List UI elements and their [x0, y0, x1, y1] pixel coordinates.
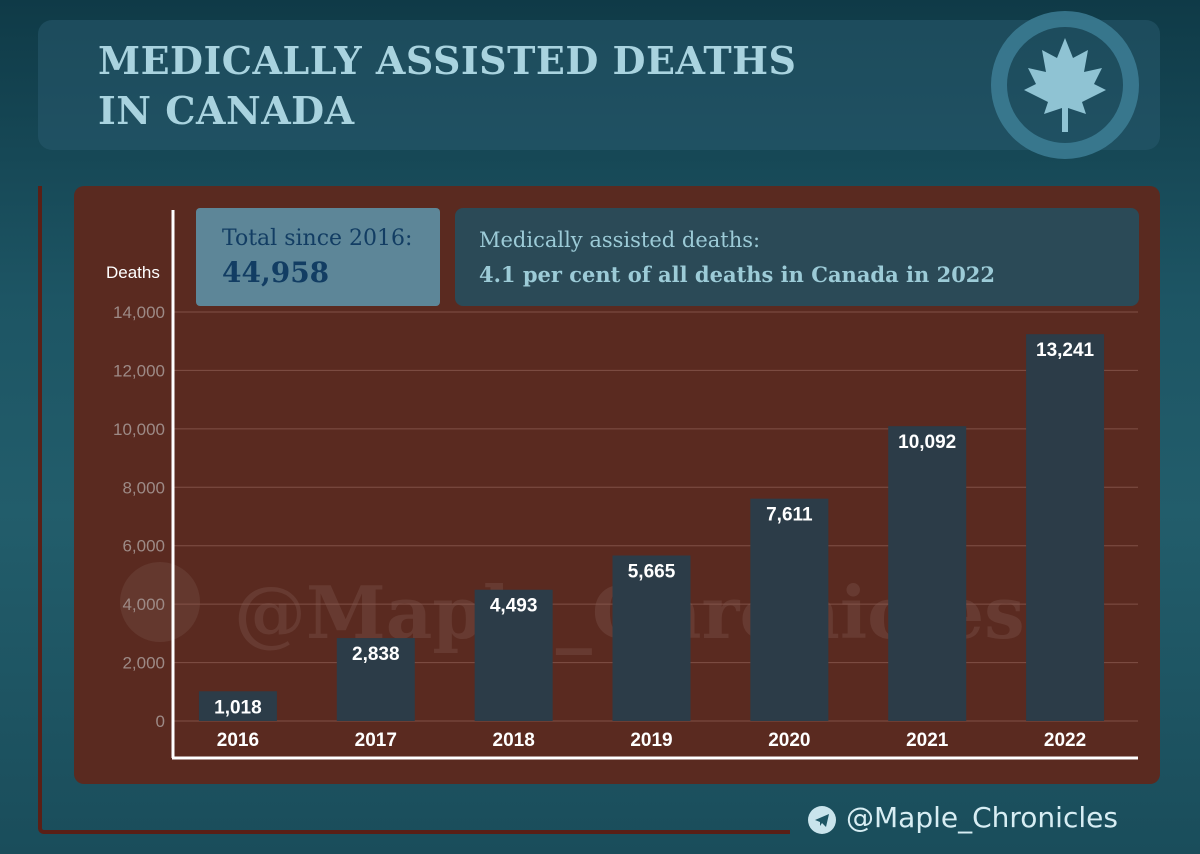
bar	[336, 638, 415, 721]
x-tick-label: 2022	[1044, 730, 1086, 751]
watermark-icon	[120, 562, 200, 642]
total-value: 44,958	[222, 256, 330, 289]
y-tick-label: 12,000	[113, 361, 165, 380]
x-tick-label: 2016	[217, 730, 259, 751]
y-tick-label: 6,000	[122, 537, 165, 556]
bar	[888, 426, 967, 721]
x-tick-label: 2017	[355, 730, 397, 751]
note-line-1: Medically assisted deaths:	[479, 228, 761, 252]
bar-value-label: 5,665	[628, 562, 676, 583]
bar	[612, 555, 691, 721]
header-banner: MEDICALLY ASSISTED DEATHS IN CANADA	[38, 11, 1160, 159]
x-tick-label: 2020	[768, 730, 810, 751]
page-title: MEDICALLY ASSISTED DEATHS IN CANADA	[98, 36, 796, 136]
bar	[474, 589, 553, 721]
bar-value-label: 1,018	[214, 697, 262, 718]
footer-handle: @Maple_Chronicles	[846, 801, 1118, 834]
bar-value-label: 4,493	[490, 596, 538, 617]
x-tick-label: 2019	[630, 730, 672, 751]
y-tick-label: 2,000	[122, 654, 165, 673]
y-axis-label: Deaths	[106, 263, 160, 282]
title-line-2: IN CANADA	[98, 88, 355, 133]
x-tick-label: 2021	[906, 730, 949, 751]
y-tick-label: 14,000	[113, 303, 165, 322]
note-line-2: 4.1 per cent of all deaths in Canada in …	[479, 262, 996, 287]
bar	[198, 691, 277, 721]
decorative-frame-line	[38, 186, 790, 834]
bar-value-label: 7,611	[766, 505, 813, 526]
note-box: Medically assisted deaths: 4.1 per cent …	[455, 208, 1139, 306]
bar-value-label: 2,838	[352, 644, 400, 665]
total-label: Total since 2016:	[222, 226, 413, 251]
bar-value-label: 13,241	[1036, 340, 1095, 361]
y-tick-label: 8,000	[122, 478, 165, 497]
total-box: Total since 2016: 44,958	[196, 208, 440, 306]
bar	[750, 498, 829, 721]
x-tick-label: 2018	[493, 730, 535, 751]
bar	[1026, 334, 1105, 721]
telegram-icon	[808, 806, 836, 834]
y-tick-label: 0	[156, 712, 165, 731]
title-line-1: MEDICALLY ASSISTED DEATHS	[98, 38, 797, 83]
maple-leaf-icon	[991, 11, 1139, 159]
y-tick-label: 4,000	[122, 595, 165, 614]
y-tick-label: 10,000	[113, 420, 165, 439]
bar-value-label: 10,092	[898, 432, 956, 453]
